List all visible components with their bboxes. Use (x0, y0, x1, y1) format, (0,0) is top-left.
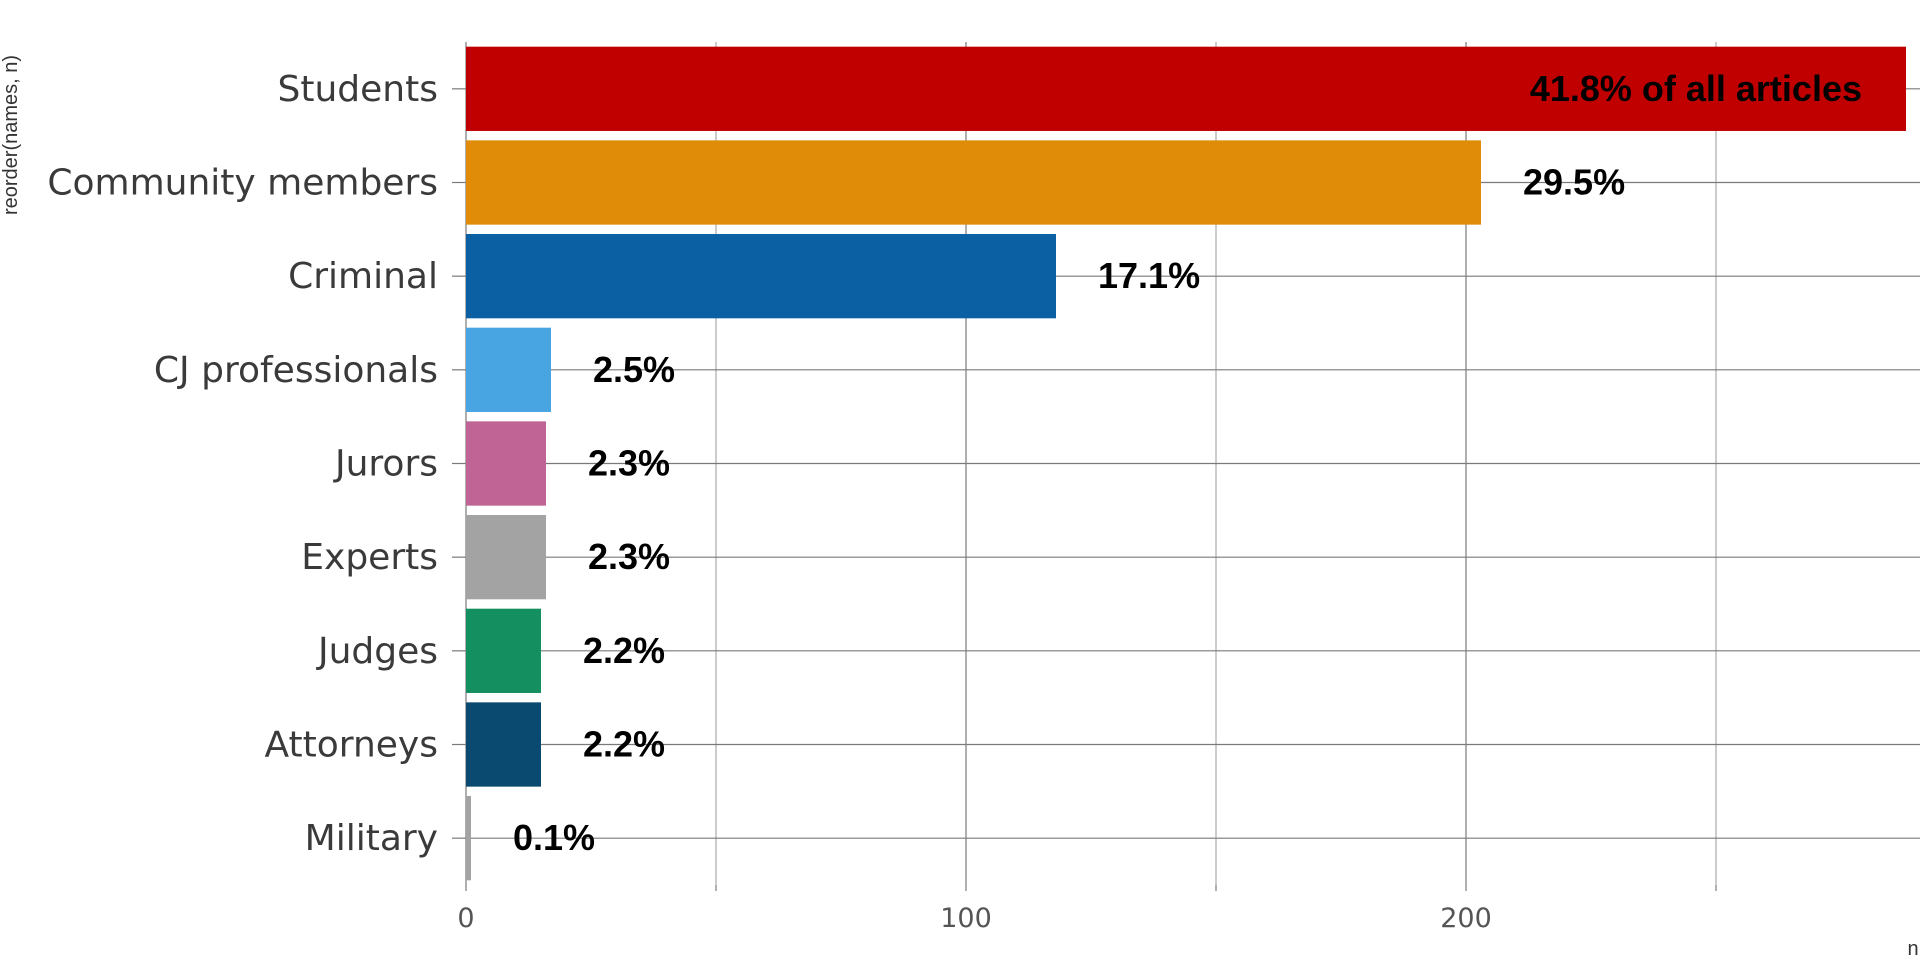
y-axis-title: reorder(names, n) (0, 55, 22, 215)
value-label: 2.2% (583, 724, 665, 765)
value-label: 2.3% (588, 536, 670, 577)
category-label: Attorneys (265, 725, 438, 766)
x-tick-labels: 0 100 200 (457, 903, 1491, 934)
bar-judges (466, 608, 541, 693)
value-label: 2.5% (593, 349, 675, 390)
bar-attorneys (466, 702, 541, 787)
value-label: 41.8% of all articles (1530, 68, 1862, 109)
category-label: Community members (47, 163, 438, 204)
bar-jurors (466, 421, 546, 506)
category-label: Jurors (333, 444, 438, 485)
category-label: CJ professionals (154, 350, 438, 391)
category-labels: Students Community members Criminal CJ prof… (47, 69, 438, 859)
value-label: 0.1% (513, 817, 595, 858)
bar-criminal (466, 234, 1056, 319)
category-label: Military (305, 818, 438, 859)
value-label: 17.1% (1098, 255, 1200, 296)
category-label: Experts (301, 537, 438, 578)
bar-military (466, 796, 471, 881)
value-label: 29.5% (1523, 162, 1625, 203)
bar-experts (466, 515, 546, 600)
value-label: 2.3% (588, 443, 670, 484)
category-label: Judges (316, 631, 438, 672)
value-label: 2.2% (583, 630, 665, 671)
category-label: Students (278, 69, 438, 110)
value-labels: 41.8% of all articles 29.5% 17.1% 2.5% 2.3% 2… (513, 68, 1862, 858)
bar-students (466, 46, 1906, 131)
x-tick-label: 100 (940, 903, 992, 934)
bar-cj-professionals (466, 327, 551, 412)
x-tick-label: 0 (457, 903, 474, 934)
bar-community-members (466, 140, 1481, 225)
x-axis-title: n (1907, 938, 1918, 960)
category-label: Criminal (288, 256, 438, 297)
x-tick-label: 200 (1440, 903, 1492, 934)
bars (466, 46, 1906, 881)
